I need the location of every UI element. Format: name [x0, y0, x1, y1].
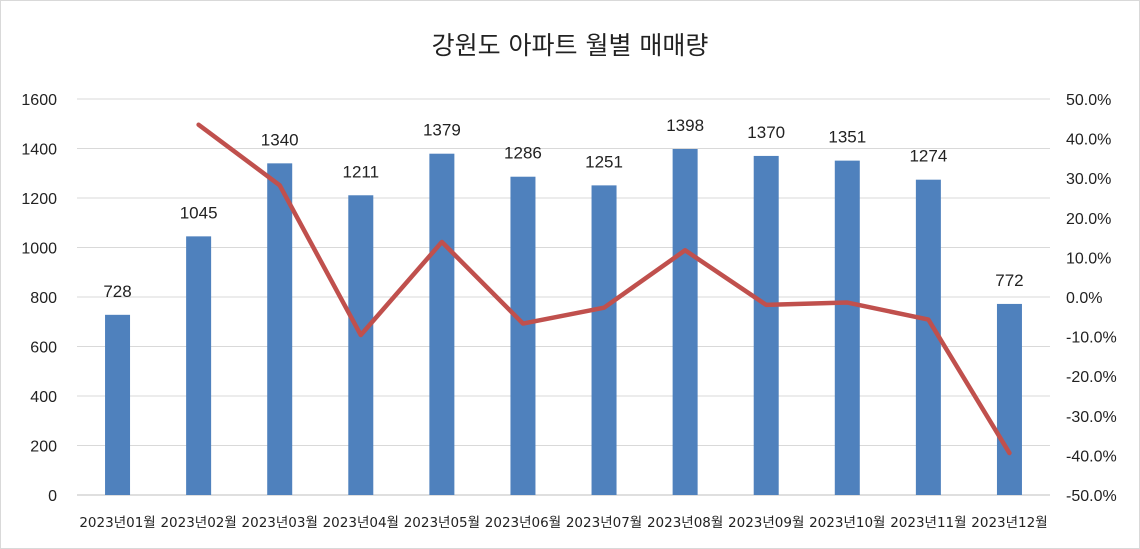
bar — [996, 303, 1022, 495]
gridlines — [77, 98, 1050, 496]
y-right-tick-label: 10.0% — [1066, 250, 1111, 267]
line-series — [196, 122, 1012, 456]
x-tick-label: 2023년05월 — [404, 515, 480, 531]
y-left-tick-label: 600 — [30, 340, 57, 357]
bar — [105, 314, 131, 495]
bar-value-label: 1370 — [747, 123, 785, 142]
x-tick-label: 2023년10월 — [809, 515, 885, 531]
mom-change-line — [196, 122, 1012, 456]
y-right-tick-label: 0.0% — [1066, 290, 1102, 307]
bar — [348, 195, 374, 495]
bar-value-label: 1379 — [423, 121, 461, 140]
bar-series — [105, 148, 1022, 496]
y-right-tick-label: -10.0% — [1066, 330, 1117, 347]
bar-value-label: 1351 — [828, 128, 866, 147]
y-right-tick-label: 50.0% — [1066, 92, 1111, 109]
x-tick-label: 2023년11월 — [890, 515, 966, 531]
bar-value-label: 1274 — [909, 147, 947, 166]
y-right-tick-label: 40.0% — [1066, 132, 1111, 149]
x-axis: 2023년01월 2023년02월 2023년03월 2023년04월 2023년05월… — [79, 515, 1047, 531]
y-left-tick-label: 200 — [30, 439, 57, 456]
bar-value-label: 1045 — [180, 203, 218, 222]
bar-value-label: 1340 — [261, 130, 299, 149]
y-right-tick-label: -30.0% — [1066, 409, 1117, 426]
x-tick-label: 2023년03월 — [242, 515, 318, 531]
bar-value-label: 1286 — [504, 144, 542, 163]
x-tick-label: 2023년02월 — [160, 515, 236, 531]
y-left-tick-label: 800 — [30, 290, 57, 307]
y-axis-left: 0 200 400 600 800 1000 1200 1400 1600 — [21, 92, 57, 505]
bar — [753, 155, 779, 496]
bar-value-label: 1251 — [585, 152, 623, 171]
bar — [186, 236, 212, 496]
y-right-tick-label: -50.0% — [1066, 488, 1117, 505]
bar-value-label: 772 — [995, 271, 1023, 290]
y-left-tick-label: 1600 — [21, 92, 57, 109]
bar — [429, 153, 455, 495]
y-left-tick-label: 1400 — [21, 142, 57, 159]
x-tick-label: 2023년04월 — [323, 515, 399, 531]
x-tick-label: 2023년07월 — [566, 515, 642, 531]
y-right-tick-label: 20.0% — [1066, 211, 1111, 228]
y-left-tick-label: 400 — [30, 389, 57, 406]
data-labels: 728 1045 1340 1211 1379 1286 1251 1398 1370 1351 1… — [103, 116, 1023, 301]
x-tick-label: 2023년01월 — [79, 515, 155, 531]
x-tick-label: 2023년09월 — [728, 515, 804, 531]
chart-title: 강원도 아파트 월별 매매량 — [431, 31, 709, 60]
bar-value-label: 1398 — [666, 116, 704, 135]
x-tick-label: 2023년08월 — [647, 515, 723, 531]
bar — [510, 176, 536, 495]
y-right-tick-label: -20.0% — [1066, 369, 1117, 386]
y-axis-right: -50.0% -40.0% -30.0% -20.0% -10.0% 0.0% 10.0% 2… — [1066, 92, 1117, 505]
y-right-tick-label: -40.0% — [1066, 448, 1117, 465]
bar — [834, 160, 860, 495]
bar-value-label: 1211 — [343, 162, 380, 181]
y-left-tick-label: 1000 — [21, 241, 57, 258]
x-tick-label: 2023년12월 — [971, 515, 1047, 531]
y-right-tick-label: 30.0% — [1066, 171, 1111, 188]
bar-value-label: 728 — [103, 282, 131, 301]
bar — [267, 163, 293, 495]
bar — [591, 185, 617, 495]
y-left-tick-label: 1200 — [21, 191, 57, 208]
bar — [672, 148, 698, 495]
y-left-tick-label: 0 — [48, 488, 57, 505]
x-tick-label: 2023년06월 — [485, 515, 561, 531]
